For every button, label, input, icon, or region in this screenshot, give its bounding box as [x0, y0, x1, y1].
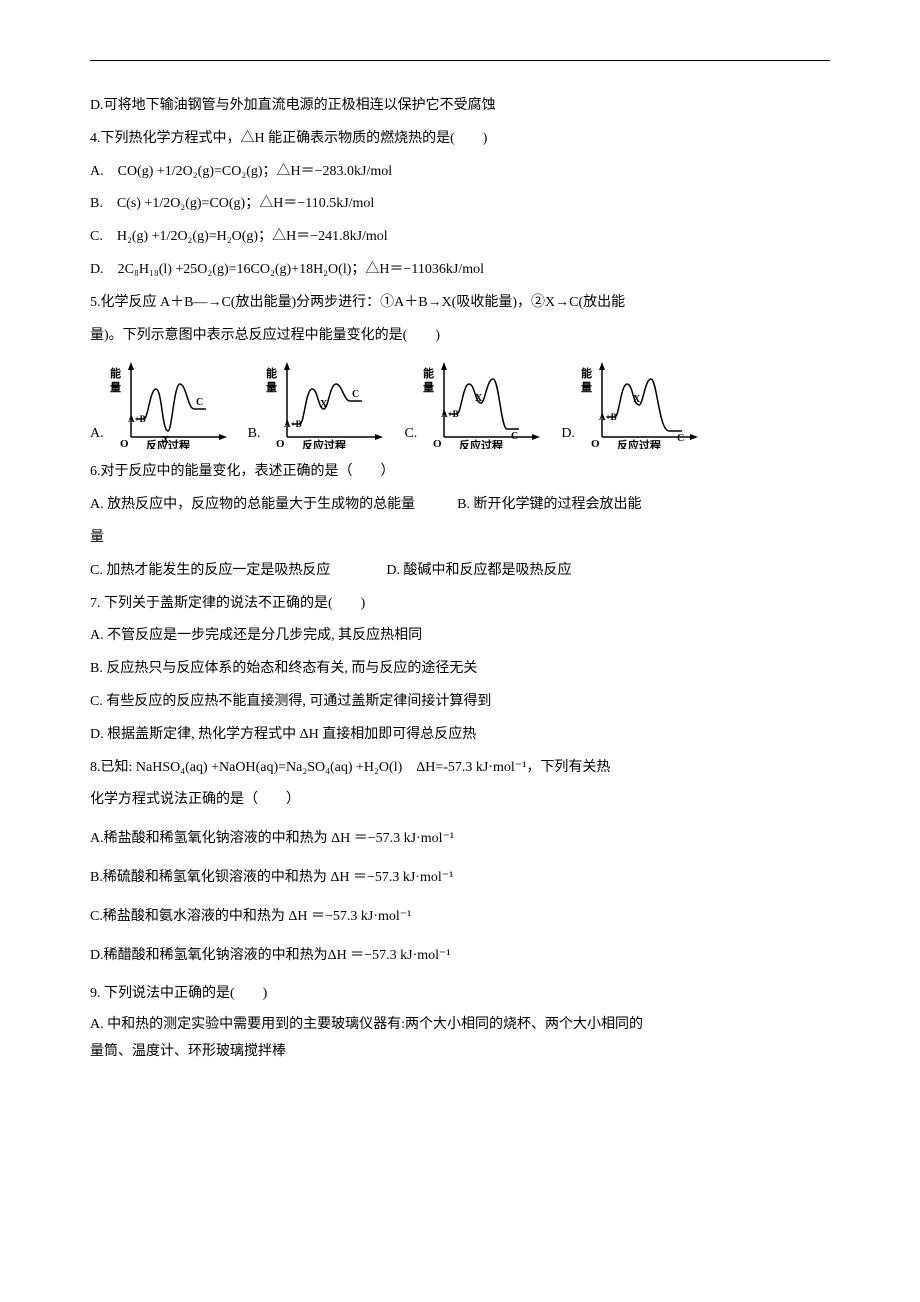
question-8-line1: 8.已知: NaHSO₄(aq) +NaOH(aq)=Na₂SO₄(aq) +H… — [90, 753, 830, 784]
q9-option-a-line1: A. 中和热的测定实验中需要用到的主要玻璃仪器有:两个大小相同的烧杯、两个大小相… — [90, 1012, 830, 1037]
q8-option-b: B.稀硫酸和稀氢氧化钡溶液的中和热为 ΔH ＝−57.3 kJ·mol⁻¹ — [90, 863, 830, 894]
option-d-prev: D.可将地下输油钢管与外加直流电源的正极相连以保护它不受腐蚀 — [90, 91, 830, 122]
q7-option-d: D. 根据盖斯定律, 热化学方程式中 ΔH 直接相加即可得总反应热 — [90, 720, 830, 751]
energy-diagram-C: 能量 O 反应过程 A+B X C — [419, 359, 549, 449]
svg-text:能: 能 — [423, 366, 434, 380]
q8-option-a: A.稀盐酸和稀氢氧化钠溶液的中和热为 ΔH ＝−57.3 kJ·mol⁻¹ — [90, 824, 830, 855]
svg-text:量: 量 — [423, 381, 434, 394]
page-divider — [90, 60, 830, 61]
q5-option-A: A.能量O反应过程A+BXC — [90, 359, 236, 449]
q7-option-c: C. 有些反应的反应热不能直接测得, 可通过盖斯定律间接计算得到 — [90, 687, 830, 718]
svg-text:C: C — [352, 389, 359, 400]
q6-option-ab-cont: 量 — [90, 523, 830, 554]
svg-text:能: 能 — [266, 366, 277, 380]
question-7: 7. 下列关于盖斯定律的说法不正确的是( ) — [90, 589, 830, 620]
q5-diagram-row: A.能量O反应过程A+BXCB.能量O反应过程A+BXCC.能量O反应过程A+B… — [90, 359, 830, 449]
svg-text:C: C — [511, 431, 518, 442]
svg-text:A+B: A+B — [441, 409, 459, 419]
svg-text:O: O — [276, 438, 285, 449]
q6-option-cd: C. 加热才能发生的反应一定是吸热反应 D. 酸碱中和反应都是吸热反应 — [90, 556, 830, 587]
svg-text:A+B: A+B — [599, 412, 617, 422]
svg-text:A+B: A+B — [284, 419, 302, 429]
svg-text:量: 量 — [266, 381, 277, 394]
svg-text:O: O — [433, 438, 442, 449]
q7-option-b: B. 反应热只与反应体系的始态和终态有关, 而与反应的途径无关 — [90, 654, 830, 685]
q5-option-B: B. 能量 O 反应过程A+B X C — [248, 359, 393, 449]
energy-diagram-D: 能量 O 反应过程 A+B X C — [577, 359, 707, 449]
svg-text:能: 能 — [581, 366, 592, 380]
svg-text:量: 量 — [581, 381, 592, 394]
q5-option-label-A: A. — [90, 419, 104, 450]
q5-option-C: C. 能量 O 反应过程 A+B X C — [404, 359, 549, 449]
svg-text:能: 能 — [110, 366, 121, 380]
q5-option-label-B: B. — [248, 419, 261, 450]
q5-option-label-C: C. — [404, 419, 417, 450]
svg-text:反应过程: 反应过程 — [617, 438, 661, 449]
question-6: 6.对于反应中的能量变化，表述正确的是（ ） — [90, 457, 830, 488]
svg-text:C: C — [677, 433, 684, 444]
question-5-line1: 5.化学反应 A＋B―→C(放出能量)分两步进行：①A＋B→X(吸收能量)，②X… — [90, 288, 830, 319]
svg-text:O: O — [591, 438, 600, 449]
svg-text:反应过程: 反应过程 — [302, 438, 346, 449]
svg-text:X: X — [162, 435, 170, 446]
energy-diagram-B: 能量 O 反应过程A+B X C — [262, 359, 392, 449]
svg-text:量: 量 — [110, 381, 121, 394]
q4-option-b: B. C(s) +1/2O₂(g)=CO(g)；△H＝−110.5kJ/mol — [90, 189, 830, 220]
svg-text:X: X — [320, 399, 328, 410]
svg-text:O: O — [120, 438, 129, 449]
q6-option-ab: A. 放热反应中，反应物的总能量大于生成物的总能量 B. 断开化学键的过程会放出… — [90, 490, 830, 521]
q8-option-c: C.稀盐酸和氨水溶液的中和热为 ΔH ＝−57.3 kJ·mol⁻¹ — [90, 902, 830, 933]
svg-text:A+B: A+B — [128, 414, 146, 424]
energy-diagram-A: 能量O反应过程A+BXC — [106, 359, 236, 449]
q5-option-label-D: D. — [561, 419, 575, 450]
svg-text:X: X — [475, 393, 483, 404]
svg-text:反应过程: 反应过程 — [459, 438, 503, 449]
question-8-line2: 化学方程式说法正确的是（ ） — [90, 785, 830, 816]
question-9: 9. 下列说法中正确的是( ) — [90, 979, 830, 1010]
q4-option-c: C. H₂(g) +1/2O₂(g)=H₂O(g)；△H＝−241.8kJ/mo… — [90, 222, 830, 253]
svg-text:C: C — [196, 397, 203, 408]
q8-option-d: D.稀醋酸和稀氢氧化钠溶液的中和热为ΔH ＝−57.3 kJ·mol⁻¹ — [90, 941, 830, 972]
q4-option-d: D. 2C₈H₁₈(l) +25O₂(g)=16CO₂(g)+18H₂O(l)；… — [90, 255, 830, 286]
svg-text:X: X — [633, 394, 641, 405]
question-4: 4.下列热化学方程式中，△H 能正确表示物质的燃烧热的是( ) — [90, 124, 830, 155]
q4-option-a: A. CO(g) +1/2O₂(g)=CO₂(g)；△H＝−283.0kJ/mo… — [90, 157, 830, 188]
q9-option-a-line2: 量筒、温度计、环形玻璃搅拌棒 — [90, 1039, 830, 1064]
q7-option-a: A. 不管反应是一步完成还是分几步完成, 其反应热相同 — [90, 621, 830, 652]
question-5-line2: 量)。下列示意图中表示总反应过程中能量变化的是( ) — [90, 321, 830, 352]
q5-option-D: D. 能量 O 反应过程 A+B X C — [561, 359, 707, 449]
